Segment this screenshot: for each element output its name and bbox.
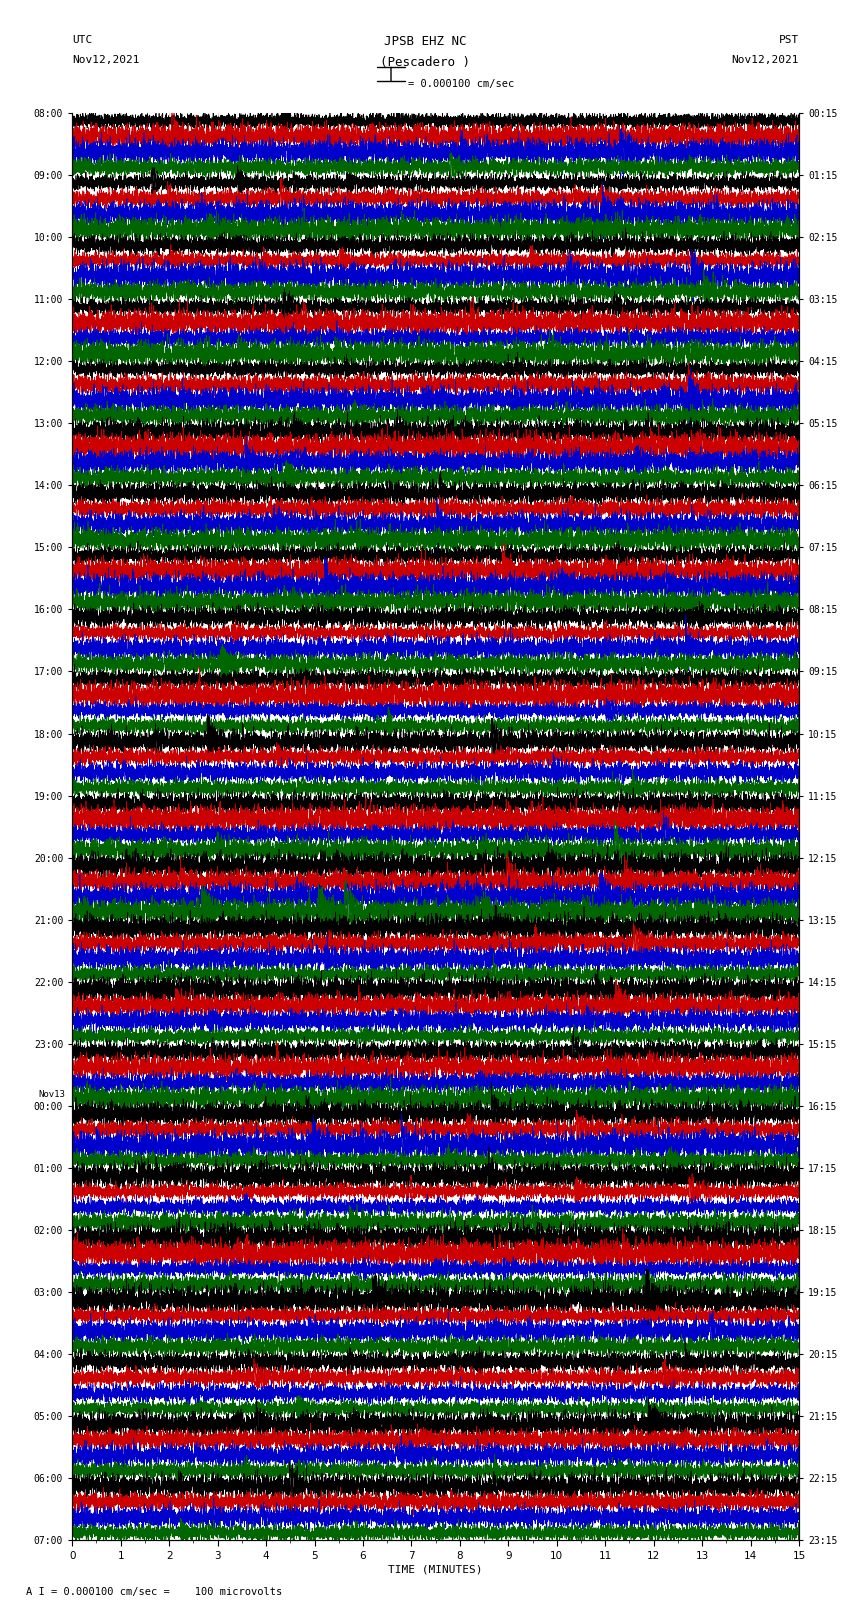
- Text: (Pescadero ): (Pescadero ): [380, 56, 470, 69]
- Text: Nov13: Nov13: [38, 1090, 65, 1098]
- Text: PST: PST: [779, 35, 799, 45]
- Text: A I = 0.000100 cm/sec =    100 microvolts: A I = 0.000100 cm/sec = 100 microvolts: [26, 1587, 281, 1597]
- Text: Nov12,2021: Nov12,2021: [732, 55, 799, 65]
- Text: JPSB EHZ NC: JPSB EHZ NC: [383, 35, 467, 48]
- Text: UTC: UTC: [72, 35, 93, 45]
- Text: Nov12,2021: Nov12,2021: [72, 55, 139, 65]
- Text: = 0.000100 cm/sec: = 0.000100 cm/sec: [408, 79, 514, 89]
- X-axis label: TIME (MINUTES): TIME (MINUTES): [388, 1565, 483, 1574]
